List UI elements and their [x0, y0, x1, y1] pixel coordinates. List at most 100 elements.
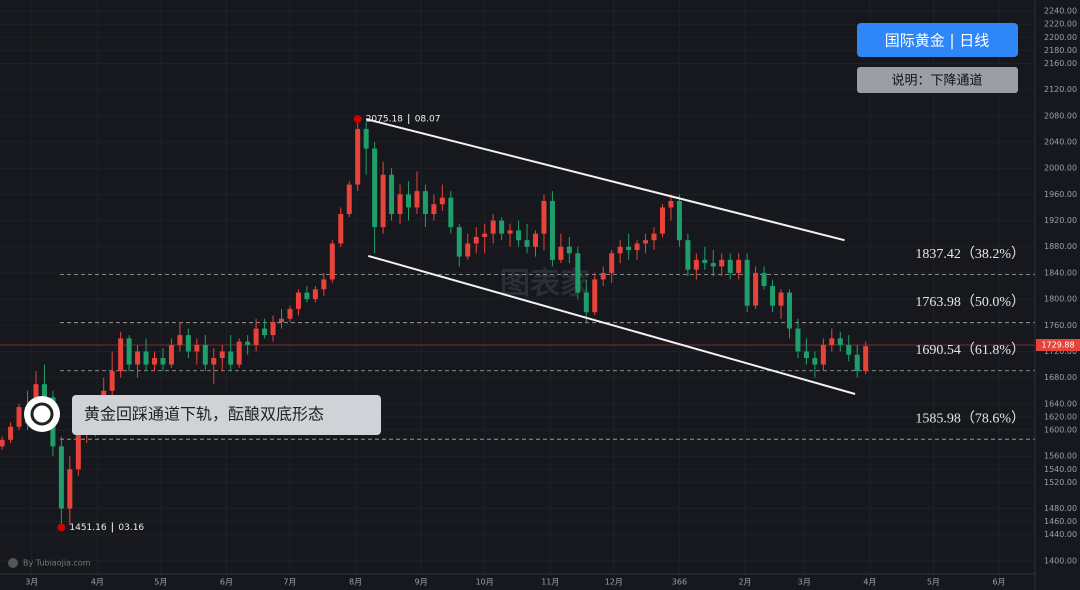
candle-body	[16, 407, 22, 427]
y-tick-label: 2200.00	[1044, 33, 1077, 42]
candle-body	[770, 286, 776, 306]
candle-body	[609, 253, 615, 273]
x-tick-label: 5月	[154, 578, 167, 587]
candle-body	[58, 446, 64, 509]
x-tick-label: 11月	[541, 578, 559, 587]
candle-body	[118, 338, 124, 372]
extreme-dot	[353, 115, 362, 124]
candle-body	[262, 328, 268, 336]
candle-body	[820, 344, 826, 365]
y-tick-label: 2180.00	[1044, 46, 1077, 55]
x-tick-label: 366	[672, 578, 687, 587]
candle-body	[736, 259, 742, 273]
candle-body	[685, 240, 691, 270]
y-tick-label: 1800.00	[1044, 295, 1077, 304]
candle-body	[346, 184, 352, 215]
y-tick-label: 1960.00	[1044, 190, 1077, 199]
y-tick-label: 2240.00	[1044, 7, 1077, 16]
candle-body	[397, 194, 403, 215]
candle-body	[287, 308, 293, 319]
watermark: 图表家	[500, 267, 590, 302]
x-tick-label: 8月	[349, 578, 362, 587]
candle-body	[676, 200, 682, 241]
x-tick-label: 12月	[605, 578, 623, 587]
extreme-dot	[57, 523, 66, 532]
candle-body	[312, 289, 318, 300]
y-tick-label: 2160.00	[1044, 59, 1077, 68]
candle-body	[854, 354, 860, 372]
subtitle: 说明：下降通道	[891, 74, 982, 89]
candle-body	[786, 292, 792, 329]
candle-body	[693, 259, 699, 270]
y-tick-label: 1600.00	[1044, 426, 1077, 435]
candle-body	[702, 259, 708, 264]
candle-body	[329, 243, 335, 280]
candle-body	[778, 292, 784, 306]
level-label: 1585.98（78.6%）	[915, 410, 1025, 426]
plot	[0, 118, 1035, 528]
candle-body	[228, 351, 234, 365]
candle-body	[355, 128, 361, 185]
candle-body	[465, 243, 471, 257]
candle-body	[744, 259, 750, 306]
note-box	[72, 395, 381, 435]
candle-body	[270, 322, 276, 336]
y-tick-label: 2000.00	[1044, 164, 1077, 173]
candle-body	[541, 200, 547, 234]
candle-body	[219, 351, 225, 359]
candle-body	[41, 384, 47, 398]
candle-body	[710, 263, 716, 267]
candle-body	[499, 220, 505, 234]
y-tick-label: 2040.00	[1044, 138, 1077, 147]
x-tick-label: 4月	[863, 578, 876, 587]
y-tick-label: 1760.00	[1044, 321, 1077, 330]
candle-body	[727, 259, 733, 273]
last-price-box	[1036, 339, 1080, 352]
x-tick-label: 9月	[415, 578, 428, 587]
candle-body	[405, 194, 411, 208]
candle-body	[431, 204, 437, 215]
candle-body	[863, 346, 869, 372]
candle-body	[0, 439, 5, 447]
candle-body	[490, 220, 496, 234]
candle-body	[549, 200, 555, 260]
extreme-value: 1451.16	[69, 523, 106, 533]
y-tick-label: 1400.00	[1044, 556, 1077, 565]
candle-body	[812, 358, 818, 365]
y-tick-label: 1640.00	[1044, 399, 1077, 408]
candle-body	[380, 174, 386, 228]
candle-body	[566, 246, 572, 254]
candle-body	[558, 246, 564, 260]
avatar-icon	[30, 402, 54, 426]
candle-body	[8, 426, 14, 440]
candle-body	[532, 233, 538, 247]
extreme-value: 2075.18	[366, 115, 403, 125]
candle-body	[643, 240, 649, 244]
candle-body	[321, 279, 327, 290]
y-tick-label: 1520.00	[1044, 478, 1077, 487]
candle-body	[837, 338, 843, 345]
y-tick-label: 1440.00	[1044, 530, 1077, 539]
candle-body	[583, 292, 589, 313]
title-button[interactable]	[857, 23, 1018, 57]
candle-body	[304, 292, 310, 300]
candle-body	[516, 230, 522, 241]
candle-body	[592, 279, 598, 313]
candle-body	[795, 328, 801, 352]
candle-body	[160, 358, 166, 365]
candle-body	[143, 351, 149, 365]
y-tick-label: 2220.00	[1044, 20, 1077, 29]
y-tick-label: 1720.00	[1044, 347, 1077, 356]
y-tick-label: 1920.00	[1044, 216, 1077, 225]
candle-body	[575, 253, 581, 293]
candle-body	[295, 292, 301, 309]
candle-body	[803, 351, 809, 359]
avatar	[24, 396, 60, 432]
candle-body	[626, 246, 632, 251]
y-tick-label: 1480.00	[1044, 504, 1077, 513]
candle-body	[152, 358, 158, 365]
candle-body	[617, 246, 623, 254]
x-tick-label: 6月	[220, 578, 233, 587]
